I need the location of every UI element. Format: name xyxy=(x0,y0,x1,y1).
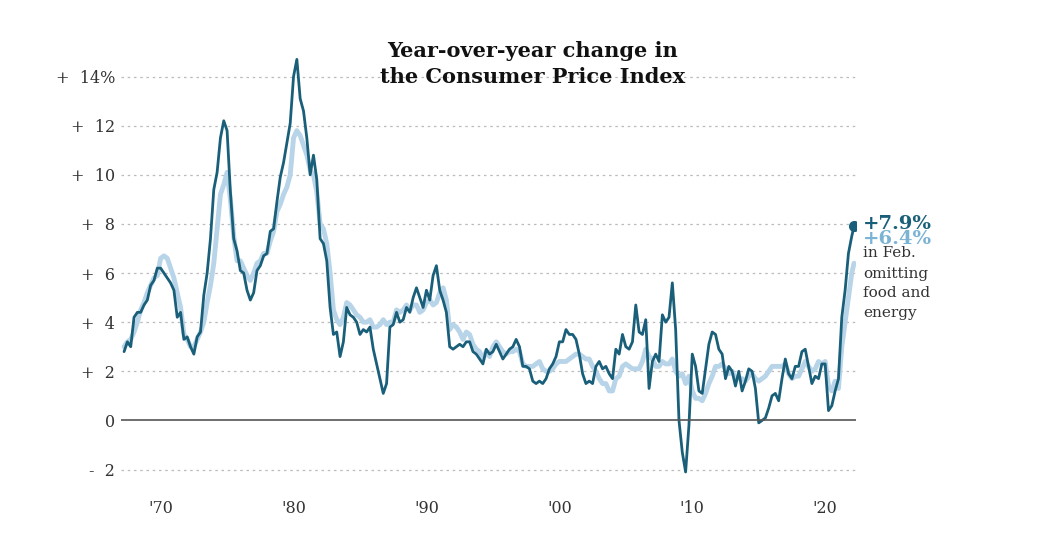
Text: +6.4%: +6.4% xyxy=(863,229,932,248)
Text: omitting
food and
energy: omitting food and energy xyxy=(863,267,930,320)
Text: in Feb.: in Feb. xyxy=(863,246,916,260)
Text: +7.9%: +7.9% xyxy=(863,215,932,233)
Text: Year-over-year change in
the Consumer Price Index: Year-over-year change in the Consumer Pr… xyxy=(380,42,685,87)
